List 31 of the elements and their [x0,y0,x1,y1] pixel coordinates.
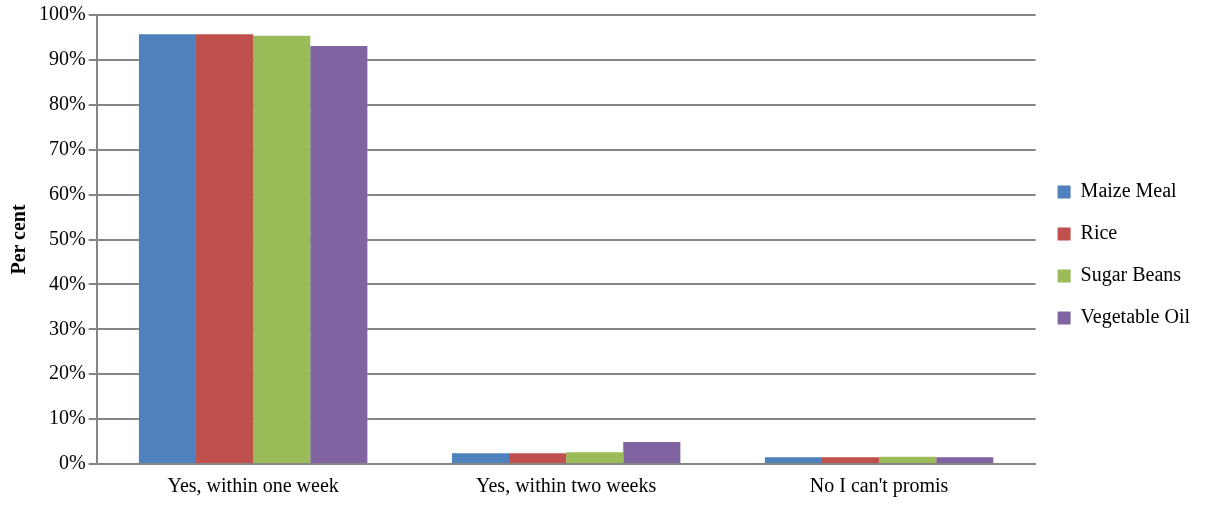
bar [623,442,681,463]
y-tick-label: 50% [48,226,86,249]
bar [138,34,197,463]
y-tick-label: 0% [58,451,86,474]
bar [764,457,822,463]
y-tick-label: 30% [48,316,86,339]
bar [451,453,510,463]
x-tick-label: Yes, within one week [167,474,339,497]
bar [879,456,937,463]
y-tick-label: 60% [48,181,86,204]
legend-label: Rice [1080,221,1118,244]
bar [310,45,368,463]
bar [821,457,880,463]
y-tick-label: 20% [48,361,86,384]
bar [566,452,624,463]
bar [509,453,567,463]
x-tick-label: No I can't promis [809,474,949,498]
bar [196,34,254,463]
y-tick-label: 10% [48,406,86,429]
legend-label: Maize Meal [1080,179,1178,202]
legend-label: Sugar Beans [1080,263,1182,287]
y-tick-label: 40% [48,271,86,294]
x-tick-label: Yes, within two weeks [476,474,657,497]
y-tick-label: 70% [48,136,86,159]
y-tick-label: 100% [38,2,86,25]
bar [936,457,994,463]
legend-label: Vegetable Oil [1080,305,1191,329]
y-tick-label: 90% [48,47,86,70]
y-tick-label: 80% [48,92,86,115]
bar [253,35,311,463]
y-axis-title: Per cent [7,204,30,275]
